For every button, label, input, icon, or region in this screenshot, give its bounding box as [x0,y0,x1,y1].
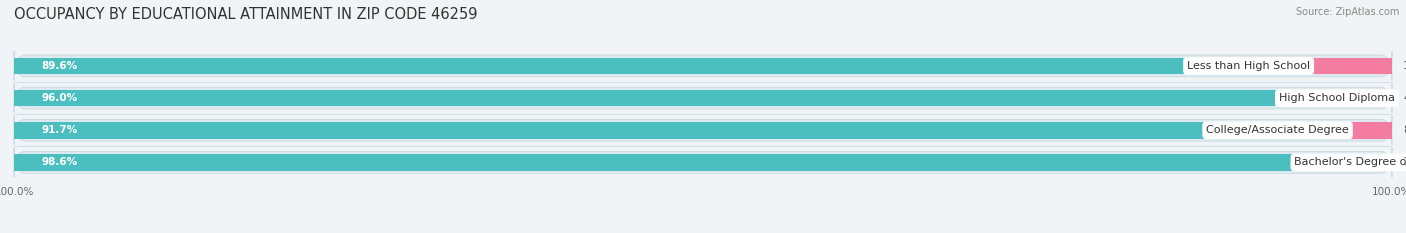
Text: 10.4%: 10.4% [1403,61,1406,71]
Text: Less than High School: Less than High School [1187,61,1310,71]
Text: OCCUPANCY BY EDUCATIONAL ATTAINMENT IN ZIP CODE 46259: OCCUPANCY BY EDUCATIONAL ATTAINMENT IN Z… [14,7,478,22]
Text: Source: ZipAtlas.com: Source: ZipAtlas.com [1295,7,1399,17]
Bar [1337,90,1392,106]
Bar [14,58,1249,74]
FancyBboxPatch shape [14,116,1392,145]
Text: Bachelor's Degree or higher: Bachelor's Degree or higher [1295,158,1406,168]
Text: High School Diploma: High School Diploma [1279,93,1395,103]
Bar [14,122,1278,139]
Bar [1372,154,1392,171]
Bar [14,90,1337,106]
FancyBboxPatch shape [14,83,1392,113]
Bar [1278,122,1392,139]
Text: 98.6%: 98.6% [42,158,77,168]
Text: College/Associate Degree: College/Associate Degree [1206,125,1348,135]
Text: 4.0%: 4.0% [1403,93,1406,103]
Bar [14,154,1372,171]
FancyBboxPatch shape [14,148,1392,177]
Text: 1.4%: 1.4% [1403,158,1406,168]
Text: 89.6%: 89.6% [42,61,77,71]
Text: 96.0%: 96.0% [42,93,77,103]
Text: 91.7%: 91.7% [42,125,77,135]
FancyBboxPatch shape [14,51,1392,81]
Text: 8.3%: 8.3% [1403,125,1406,135]
Bar [1249,58,1392,74]
